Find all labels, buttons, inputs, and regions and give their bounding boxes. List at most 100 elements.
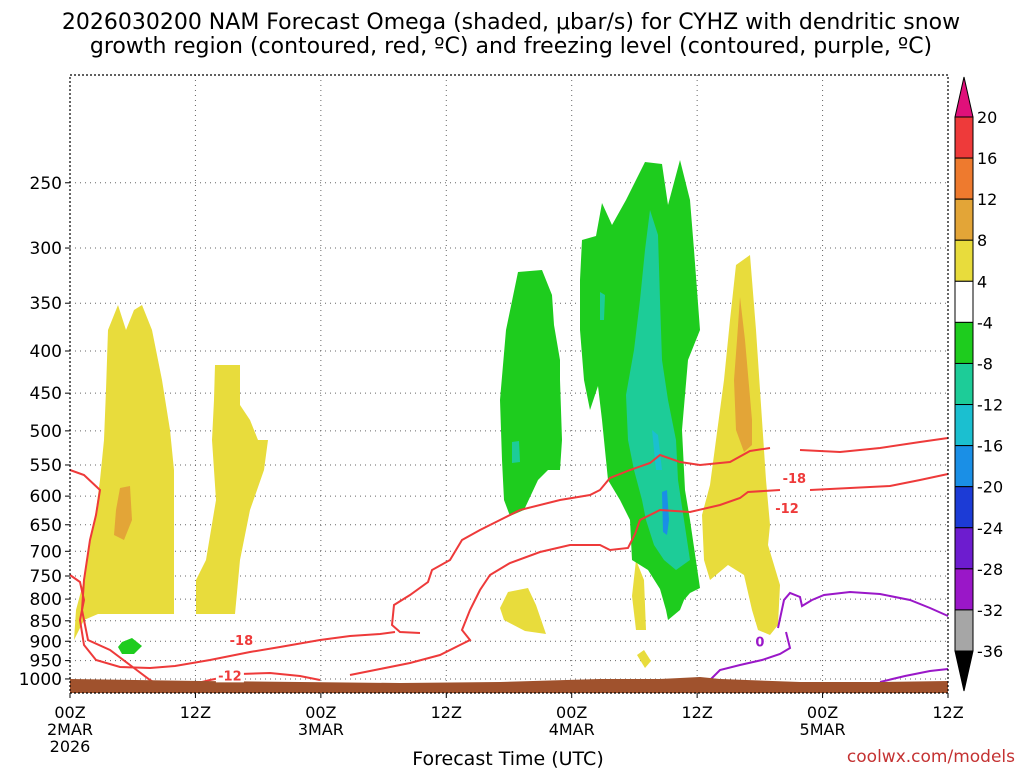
colorbar-label: -32	[977, 601, 1003, 620]
y-tick-label: 800	[30, 590, 62, 610]
ground-terrain	[70, 677, 948, 693]
colorbar-bin	[954, 609, 974, 652]
dgz-contour-minus-12-mid	[349, 489, 781, 676]
y-tick-label: 750	[30, 567, 62, 587]
contour-label: -12	[218, 669, 242, 684]
y-tick-label: 550	[30, 456, 62, 476]
omega-strong-negative-region	[626, 210, 690, 570]
colorbar-label: -28	[977, 560, 1003, 579]
dgz-contour-minus-18-right	[799, 437, 949, 454]
x-tick-label: 12Z	[681, 703, 712, 722]
omega-positive-region	[637, 650, 651, 668]
contour-label-bg	[215, 667, 244, 683]
x-tick-label: 5MAR	[800, 720, 846, 739]
colorbar-bin	[954, 116, 974, 159]
colorbar-bin	[954, 527, 974, 570]
colorbar-label: -36	[977, 642, 1003, 661]
contour-label-bg	[780, 469, 809, 485]
colorbar-label: -8	[977, 354, 993, 373]
y-tick-label: 250	[30, 174, 62, 194]
colorbar-bin	[954, 280, 974, 323]
colorbar-bottom-arrow	[954, 650, 974, 692]
colorbar-label: -4	[977, 313, 993, 332]
colorbar-label: 20	[977, 108, 997, 127]
freezing-contour-lower	[709, 631, 792, 681]
omega-negative-region	[118, 638, 142, 654]
y-tick-label: 400	[30, 342, 62, 362]
colorbar-label: -20	[977, 478, 1003, 497]
y-tick-label: 850	[30, 612, 62, 632]
y-tick-label: 300	[30, 239, 62, 259]
omega-shading	[74, 160, 780, 668]
omega-positive-region	[702, 255, 780, 635]
y-tick-label: 950	[30, 652, 62, 672]
y-tick-label: 500	[30, 422, 62, 442]
omega-strong-negative-region	[600, 292, 605, 320]
y-tick-label: 450	[30, 384, 62, 404]
dgz-contours	[69, 437, 949, 691]
contour-label-bg	[773, 499, 802, 515]
y-tick-label: 900	[30, 632, 62, 652]
x-tick-label: 12Z	[180, 703, 211, 722]
colorbar-bin	[954, 404, 974, 447]
y-tick-label: 650	[30, 516, 62, 536]
credit-link[interactable]: coolwx.com/models	[847, 747, 1015, 767]
colorbar-label: 8	[977, 231, 987, 250]
x-tick-label: 00Z	[305, 703, 336, 722]
freezing-contour-upper	[777, 590, 949, 629]
colorbar-bin	[954, 362, 974, 406]
contour-labels: -18 -12 -18 -12 0	[215, 469, 809, 684]
dgz-contour-minus-18-left	[69, 574, 396, 670]
freezing-contour-bottom-right	[879, 668, 949, 683]
chart-title-line-2: growth region (contoured, red, ºC) and f…	[90, 34, 932, 59]
omega-positive-region	[500, 588, 546, 634]
colorbar-bin	[954, 157, 974, 200]
y-tick-label: 600	[30, 487, 62, 507]
colorbar-label: -12	[977, 396, 1003, 415]
colorbar-bin	[954, 239, 974, 282]
colorbar-top-arrow	[954, 76, 974, 118]
x-tick-label: 2026	[50, 737, 91, 756]
x-tick-label: 00Z	[556, 703, 587, 722]
omega-positive-region	[632, 560, 646, 630]
x-tick-label: 00Z	[807, 703, 838, 722]
x-tick-label: 12Z	[932, 703, 963, 722]
x-tick-label: 12Z	[431, 703, 462, 722]
colorbar-bin	[954, 321, 974, 364]
contour-label: -18	[783, 472, 807, 487]
y-tick-label: 700	[30, 542, 62, 562]
omega-positive-region	[196, 365, 268, 614]
omega-strong-positive-region	[114, 486, 132, 540]
omega-colorbar: 20 16 12 8 4 -4 -8 -12 -16 -20 -24 -28 -32 -36	[954, 76, 1003, 692]
dgz-contour-minus-18-mid	[390, 447, 771, 634]
omega-strong-negative-region	[512, 441, 520, 463]
x-tick-label: 00Z	[54, 703, 85, 722]
colorbar-label: -16	[977, 437, 1003, 456]
colorbar-bin	[954, 486, 974, 529]
x-tick-label: 2MAR	[47, 720, 93, 739]
grid-lines	[70, 75, 948, 693]
contour-label-bg	[753, 633, 766, 649]
contour-label: 0	[755, 635, 764, 650]
contour-label: -12	[775, 502, 799, 517]
colorbar-label: -24	[977, 519, 1003, 538]
x-tick-label: 4MAR	[549, 720, 595, 739]
colorbar-label: 16	[977, 149, 997, 168]
colorbar-label: 4	[977, 272, 987, 291]
omega-very-strong-negative-region	[652, 430, 662, 470]
colorbar-label: 12	[977, 190, 997, 209]
x-tick-label: 3MAR	[298, 720, 344, 739]
contour-label-bg	[227, 632, 256, 648]
colorbar-bin	[954, 445, 974, 488]
omega-strong-positive-region	[734, 297, 752, 452]
freezing-level-contours	[709, 590, 949, 683]
omega-positive-region	[74, 305, 174, 640]
contour-label: -18	[230, 634, 254, 649]
colorbar-bin	[954, 568, 974, 611]
chart-title-line-1: 2026030200 NAM Forecast Omega (shaded, μ…	[62, 10, 960, 35]
colorbar-bin	[954, 198, 974, 241]
dgz-contour-minus-12-right	[809, 473, 949, 491]
